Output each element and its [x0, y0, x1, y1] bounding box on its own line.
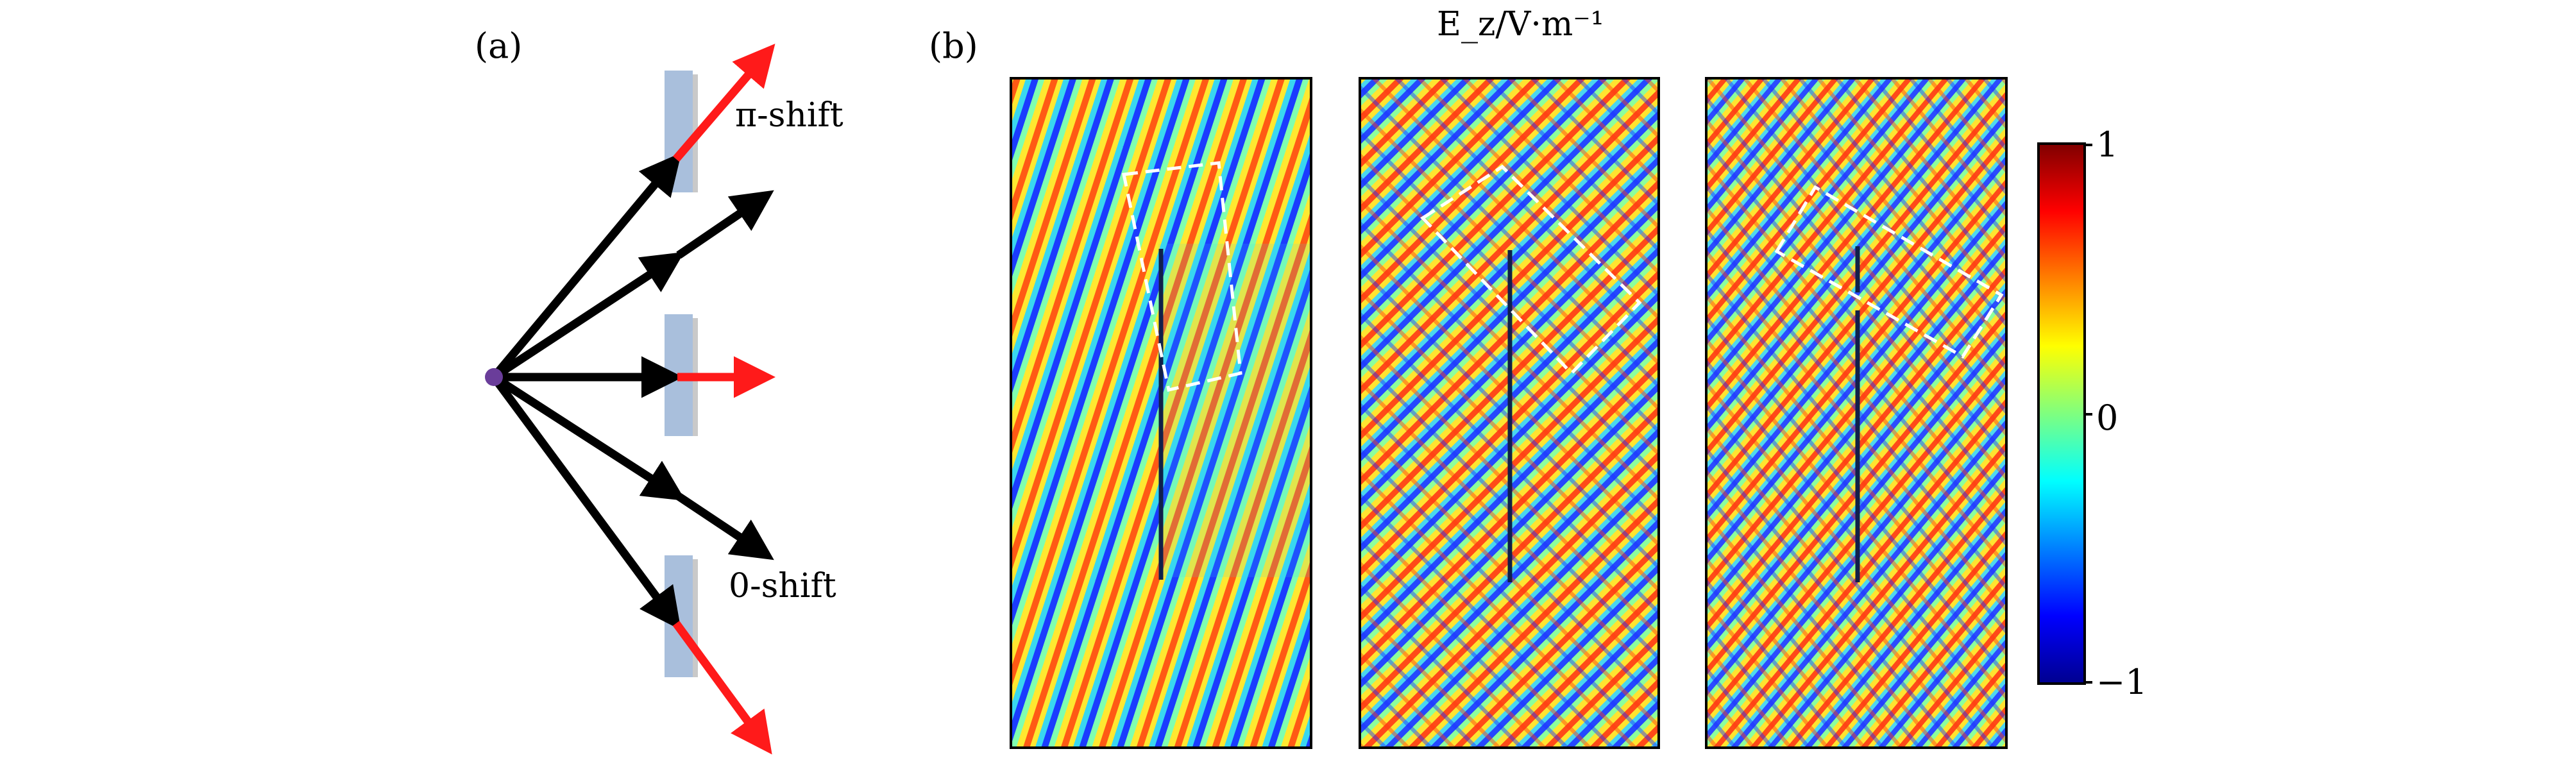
panel-a-diagram [485, 44, 775, 755]
ray-shifted-bottom [672, 621, 772, 755]
ray-incident-2 [491, 251, 684, 381]
field-map-2 [1359, 77, 1660, 749]
ray-incident-4 [491, 373, 686, 501]
colorbar-zero-label: 0 [2096, 398, 2119, 438]
field-title: E_z/V·m⁻¹ [1437, 5, 1604, 44]
dashed-region-3 [1774, 185, 2004, 359]
ray-incident-1 [491, 153, 682, 380]
field-map-3 [1705, 77, 2008, 749]
field-map-1 [1010, 77, 1312, 749]
pi-shift-label: π-shift [735, 96, 843, 135]
point-source [485, 368, 503, 386]
ray-incident-5 [490, 375, 681, 630]
dashed-region-2 [1420, 164, 1642, 376]
ray-unshifted-upper [676, 190, 774, 259]
colorbar-max-label: 1 [2096, 124, 2119, 165]
dashed-region-1 [1121, 161, 1242, 392]
panel-b-label: (b) [929, 26, 978, 66]
zero-shift-label: 0-shift [729, 567, 836, 605]
ray-unshifted-lower [676, 493, 774, 560]
colorbar-min-label: −1 [2096, 662, 2148, 702]
colorbar [2037, 142, 2092, 685]
ray-shifted-top [673, 44, 775, 162]
panel-a-label: (a) [475, 26, 523, 66]
